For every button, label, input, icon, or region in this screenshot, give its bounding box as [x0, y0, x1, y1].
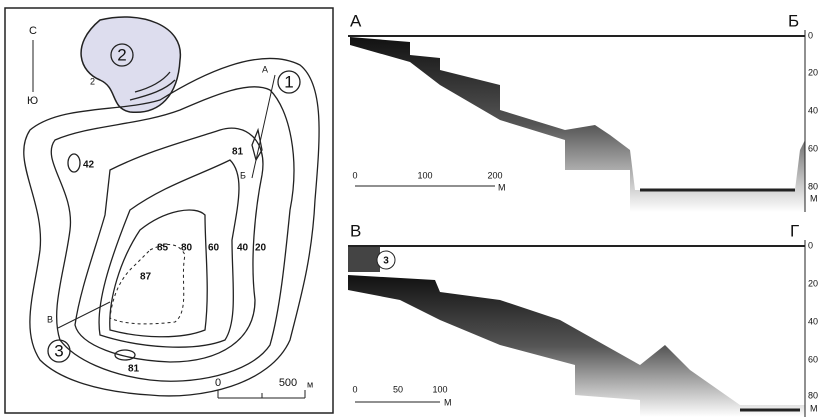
profile-ab: [348, 30, 805, 212]
scale-unit: М: [498, 182, 506, 192]
depth-tick: 20: [808, 278, 818, 288]
depth-label: 81: [128, 364, 140, 375]
point-label: А: [262, 64, 268, 74]
scale-unit: м: [307, 379, 313, 389]
profile-vg: [348, 240, 805, 417]
figure: С Ю 2 2 42 81 1 А Б 85 80 60 40 20 87 В …: [0, 0, 819, 417]
point-label: Б: [240, 170, 246, 180]
depth-unit: М: [810, 403, 818, 413]
point-label: В: [47, 314, 53, 324]
south-label: Ю: [27, 95, 38, 107]
isobath-label: 80: [181, 243, 193, 254]
depth-tick: 80: [808, 181, 818, 191]
profile-start: А: [350, 11, 362, 30]
lake-label: 3: [54, 341, 63, 360]
profile-end: Г: [790, 221, 799, 240]
scale-unit: М: [444, 397, 452, 407]
depth-tick: 0: [808, 240, 813, 250]
scale-label: 500: [279, 377, 297, 389]
profile-end: Б: [788, 11, 799, 30]
scale-label: 100: [432, 384, 447, 394]
depth-label: 81: [232, 147, 244, 158]
scale-label: 100: [417, 170, 432, 180]
depth-tick: 40: [808, 316, 818, 326]
scale-label: 50: [393, 384, 403, 394]
scale-label: 0: [352, 384, 357, 394]
isobath-label: 20: [255, 243, 267, 254]
depth-tick: 40: [808, 105, 818, 115]
isobath-label: 40: [237, 243, 249, 254]
lake-label: 2: [117, 45, 126, 64]
scale-label: 200: [487, 170, 502, 180]
marker-label: 3: [383, 256, 389, 267]
north-label: С: [29, 25, 37, 37]
isobath-label: 85: [157, 243, 169, 254]
depth-tick: 20: [808, 67, 818, 77]
depth-label: 2: [90, 76, 95, 86]
depth-tick: 60: [808, 143, 818, 153]
depth-label: 87: [140, 272, 152, 283]
depth-tick: 0: [808, 30, 813, 40]
isobath-label: 60: [208, 243, 220, 254]
depth-tick: 80: [808, 390, 818, 400]
echogram: [348, 275, 805, 417]
profile-start: В: [350, 221, 361, 240]
scale-label: 0: [215, 377, 221, 389]
depth-label: 42: [83, 160, 95, 171]
depth-unit: М: [810, 193, 818, 203]
echogram-shore: [348, 247, 380, 272]
scale-label: 0: [352, 170, 357, 180]
lake-label: 1: [284, 72, 293, 91]
depth-tick: 60: [808, 354, 818, 364]
